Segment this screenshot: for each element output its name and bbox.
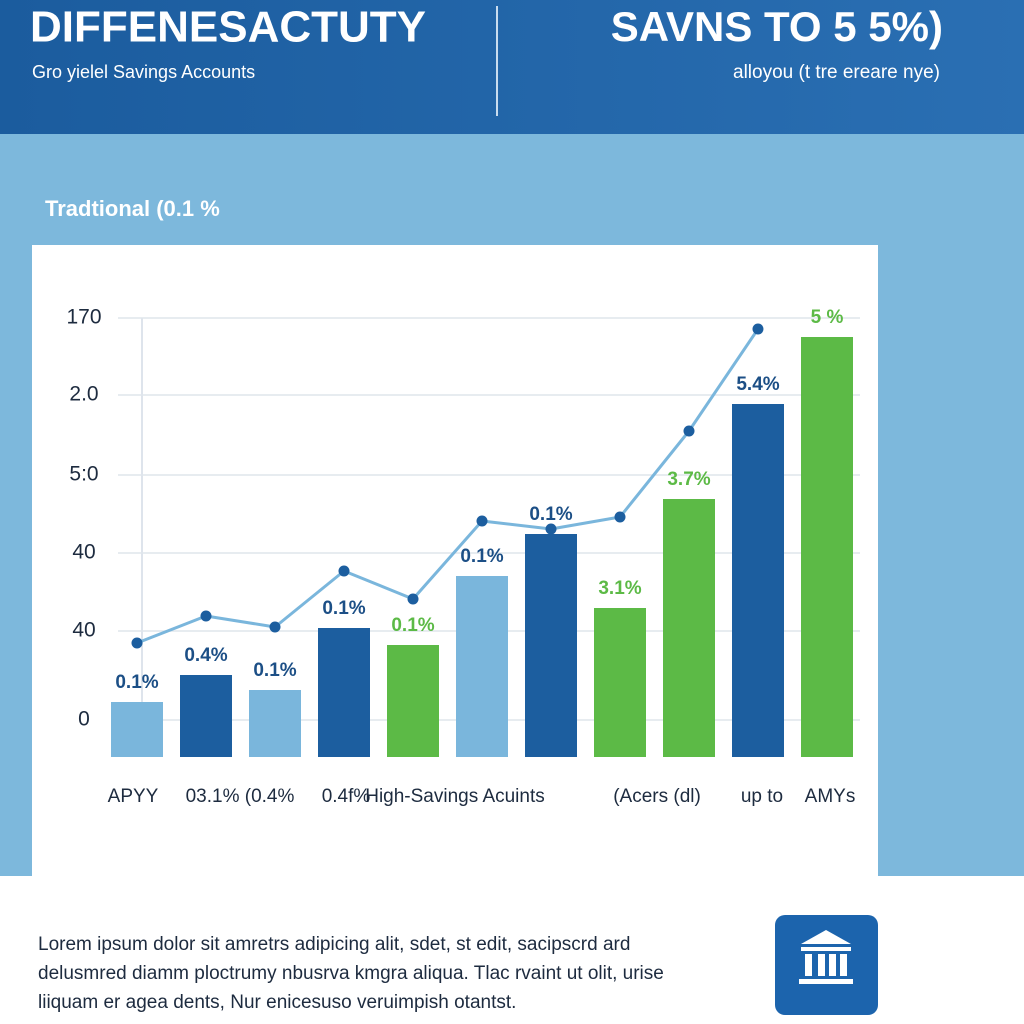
y-tick-label: 0 bbox=[78, 708, 90, 731]
bar-label: 0.1% bbox=[253, 660, 296, 681]
bar-label: 0.1% bbox=[529, 504, 572, 525]
y-tick-label: 170 bbox=[66, 306, 101, 329]
header-band bbox=[0, 0, 1024, 134]
bar bbox=[180, 675, 232, 757]
y-tick-label: 5:0 bbox=[69, 463, 98, 486]
bar bbox=[663, 499, 715, 757]
x-axis-label: High-Savings Acuints bbox=[365, 786, 545, 807]
trend-marker bbox=[338, 565, 350, 577]
bar bbox=[732, 404, 784, 757]
footer-line: Lorem ipsum dolor sit amretrs adipicing … bbox=[38, 934, 631, 955]
header-right-subtitle: alloyou (t tre ereare nye) bbox=[733, 62, 940, 83]
trend-marker bbox=[476, 515, 488, 527]
footer-line: delusmred diamm ploctrumy nbusrva kmgra … bbox=[38, 963, 664, 984]
bar-label: 0.4% bbox=[184, 645, 227, 666]
trend-line bbox=[136, 328, 760, 645]
trend-marker bbox=[131, 637, 143, 649]
bank-icon bbox=[775, 915, 878, 1015]
header-right-title: SAVNS TO 5 5%) bbox=[611, 3, 943, 50]
bar-label: 5 % bbox=[811, 307, 844, 328]
header-subtitle: Gro yielel Savings Accounts bbox=[32, 62, 255, 82]
bar-label: 3.1% bbox=[598, 578, 641, 599]
bar bbox=[801, 337, 853, 757]
bar bbox=[456, 576, 508, 757]
x-axis-label: AMYs bbox=[805, 786, 856, 807]
bar-label: 0.1% bbox=[460, 546, 503, 567]
bar bbox=[249, 690, 301, 757]
trend-marker bbox=[752, 323, 764, 335]
bank-icon-glyph bbox=[799, 930, 853, 984]
chart-title: Tradtional (0.1 % bbox=[45, 196, 220, 221]
bar bbox=[387, 645, 439, 757]
bar-label: 3.7% bbox=[667, 469, 710, 490]
bar bbox=[111, 702, 163, 757]
x-axis-label: 0.4f% bbox=[322, 786, 371, 807]
trend-marker bbox=[200, 610, 212, 622]
bar bbox=[525, 534, 577, 757]
bar-label: 0.1% bbox=[391, 615, 434, 636]
trend-marker bbox=[545, 523, 557, 535]
bar-label: 5.4% bbox=[736, 374, 779, 395]
trend-marker bbox=[407, 593, 419, 605]
y-tick-label: 40 bbox=[72, 619, 95, 642]
x-axis-label: 03.1% (0.4% bbox=[186, 786, 295, 807]
footer-line: liiquam er agea dents, Nur enicesuso ver… bbox=[38, 992, 517, 1013]
y-tick-label: 2.0 bbox=[69, 383, 98, 406]
trend-marker bbox=[614, 511, 626, 523]
header-title: DIFFENESACTUTY bbox=[30, 3, 426, 52]
bar-label: 0.1% bbox=[322, 598, 365, 619]
x-axis-label: (Acers (dl) bbox=[613, 786, 701, 807]
trend-marker bbox=[683, 425, 695, 437]
y-tick-label: 40 bbox=[72, 541, 95, 564]
x-axis-label: APYY bbox=[108, 786, 159, 807]
x-axis-label: up to bbox=[741, 786, 783, 807]
footer-paragraph: Lorem ipsum dolor sit amretrs adipicing … bbox=[38, 930, 738, 1017]
bar bbox=[594, 608, 646, 757]
bar bbox=[318, 628, 370, 757]
trend-marker bbox=[269, 621, 281, 633]
bar-label: 0.1% bbox=[115, 672, 158, 693]
